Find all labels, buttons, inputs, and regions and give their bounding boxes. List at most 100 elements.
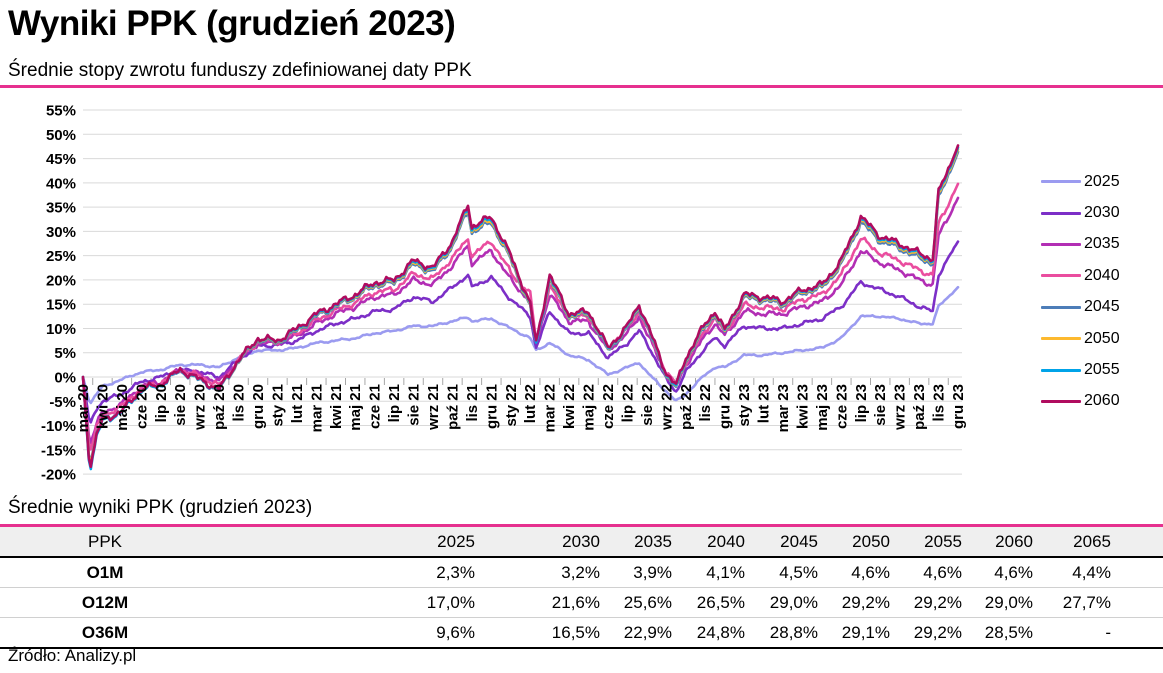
x-axis-label: maj 20 xyxy=(114,384,131,431)
cell-value: 4,5% xyxy=(779,562,818,582)
accent-divider-table xyxy=(0,524,1163,527)
x-axis-label: kwi 23 xyxy=(794,384,811,429)
cell-value: 29,2% xyxy=(913,592,962,612)
cell-value: 17,0% xyxy=(426,592,475,612)
y-axis-label: -10% xyxy=(41,418,76,435)
y-axis-label: 25% xyxy=(46,248,76,265)
cell-value: 9,6% xyxy=(436,622,475,642)
cell-value: 29,0% xyxy=(769,592,818,612)
legend-line-swatch xyxy=(1041,274,1081,278)
legend-item-2050: 2050 xyxy=(1041,323,1120,354)
cell-value: 22,9% xyxy=(623,622,672,642)
x-axis-label: lut 23 xyxy=(756,384,773,423)
table-row-O12M: O12M 17,0% 21,6% 25,6% 26,5% 29,0% 29,2% 29,2% 2… xyxy=(0,588,1163,618)
table-header-ppk: PPK xyxy=(87,531,123,551)
cell-value: 2,3% xyxy=(436,562,475,582)
x-axis-label: lip 22 xyxy=(619,384,636,422)
legend-line-swatch xyxy=(1041,399,1081,403)
cell-value: 16,5% xyxy=(551,622,600,642)
x-axis-label: sie 22 xyxy=(639,384,656,426)
cell-value: - xyxy=(1105,622,1111,642)
legend-label: 2035 xyxy=(1084,235,1120,253)
table-row-O36M: O36M 9,6% 16,5% 22,9% 24,8% 28,8% 29,1% 29,2% 28… xyxy=(0,618,1163,649)
row-label: O1M xyxy=(86,562,124,582)
page-title: Wyniki PPK (grudzień 2023) xyxy=(8,4,456,43)
cell-value: 3,2% xyxy=(561,562,600,582)
x-axis-label: cze 20 xyxy=(133,384,150,429)
cell-value: 4,6% xyxy=(923,562,962,582)
x-axis-label: mar 21 xyxy=(308,384,325,432)
x-axis-label: lis 21 xyxy=(464,384,481,422)
x-axis-label: maj 23 xyxy=(814,384,831,431)
legend-line-swatch xyxy=(1041,211,1081,215)
x-axis-label: paź 23 xyxy=(911,384,928,430)
x-axis-label: wrz 23 xyxy=(892,384,909,431)
legend-label: 2030 xyxy=(1084,204,1120,222)
x-axis-label: lut 22 xyxy=(522,384,539,423)
x-axis-label: gru 22 xyxy=(717,384,734,429)
legend-line-swatch xyxy=(1041,337,1081,341)
y-axis-label: 30% xyxy=(46,224,76,241)
y-axis-label: 45% xyxy=(46,151,76,168)
cell-value: 29,2% xyxy=(841,592,890,612)
chart-legend: 2025 2030 2035 2040 2045 2050 2055 2060 xyxy=(1041,166,1120,417)
x-axis-label: sie 23 xyxy=(872,384,889,426)
series-line-2035 xyxy=(81,196,960,445)
x-axis-label: cze 22 xyxy=(600,384,617,429)
cell-value: 29,2% xyxy=(913,622,962,642)
cell-value: 24,8% xyxy=(696,622,745,642)
x-axis-label: paź 21 xyxy=(444,384,461,430)
y-axis-label: 20% xyxy=(46,272,76,289)
table-header-2045: 2045 xyxy=(780,531,818,551)
x-axis-label: paź 22 xyxy=(678,384,695,430)
table-header: PPK 2025 2030 2035 2040 2045 2050 2055 2060 2065 xyxy=(0,527,1163,557)
x-axis-label: lut 21 xyxy=(289,384,306,423)
results-table: PPK 2025 2030 2035 2040 2045 2050 2055 2060 2065 … xyxy=(0,527,1163,649)
x-axis-label: sie 21 xyxy=(406,384,423,426)
y-axis-label: -20% xyxy=(41,467,76,484)
x-axis-label: kwi 20 xyxy=(94,384,111,429)
table-header-2025: 2025 xyxy=(437,531,475,551)
row-label: O36M xyxy=(81,622,129,642)
cell-value: 26,5% xyxy=(696,592,745,612)
x-axis-label: cze 21 xyxy=(367,384,384,429)
legend-item-2030: 2030 xyxy=(1041,197,1120,228)
legend-label: 2025 xyxy=(1084,172,1120,190)
legend-line-swatch xyxy=(1041,242,1081,246)
legend-item-2055: 2055 xyxy=(1041,354,1120,385)
returns-line-chart: 55% 50% 45% 40% 35% 30% 25% 20% 15% 10% 5% 0% -5% -10… xyxy=(0,88,1163,493)
x-axis-label: kwi 22 xyxy=(561,384,578,429)
cell-value: 3,9% xyxy=(633,562,672,582)
x-axis-label: wrz 21 xyxy=(425,384,442,431)
x-axis-label: sty 23 xyxy=(736,384,753,427)
legend-label: 2060 xyxy=(1084,392,1120,410)
cell-value: 29,0% xyxy=(984,592,1033,612)
chart-subtitle: Średnie stopy zwrotu funduszy zdefiniowa… xyxy=(8,60,472,81)
legend-label: 2045 xyxy=(1084,298,1120,316)
cell-value: 29,1% xyxy=(841,622,890,642)
x-axis-label: cze 23 xyxy=(833,384,850,429)
x-axis-label: sty 21 xyxy=(269,384,286,427)
cell-value: 25,6% xyxy=(623,592,672,612)
x-axis-label: kwi 21 xyxy=(328,384,345,429)
x-axis-label: maj 22 xyxy=(581,384,598,431)
y-axis-label: 10% xyxy=(46,321,76,338)
x-axis-label: lip 23 xyxy=(853,384,870,422)
y-axis-label: 0% xyxy=(54,370,76,387)
y-axis-label: 15% xyxy=(46,297,76,314)
x-axis-label: gru 21 xyxy=(483,384,500,429)
y-axis-label: -15% xyxy=(41,442,76,459)
x-axis-label: lip 20 xyxy=(153,384,170,422)
y-axis-label: 35% xyxy=(46,200,76,217)
legend-item-2025: 2025 xyxy=(1041,166,1120,197)
cell-value: 27,7% xyxy=(1062,592,1111,612)
table-header-2055: 2055 xyxy=(924,531,962,551)
legend-item-2060: 2060 xyxy=(1041,386,1120,417)
y-axis-label: 55% xyxy=(46,103,76,120)
source-note: Źródło: Analizy.pl xyxy=(8,646,137,665)
legend-label: 2055 xyxy=(1084,361,1120,379)
series-line-2060 xyxy=(81,144,960,469)
x-axis-label: mar 20 xyxy=(75,384,92,432)
cell-value: 4,4% xyxy=(1072,562,1111,582)
legend-item-2035: 2035 xyxy=(1041,229,1120,260)
